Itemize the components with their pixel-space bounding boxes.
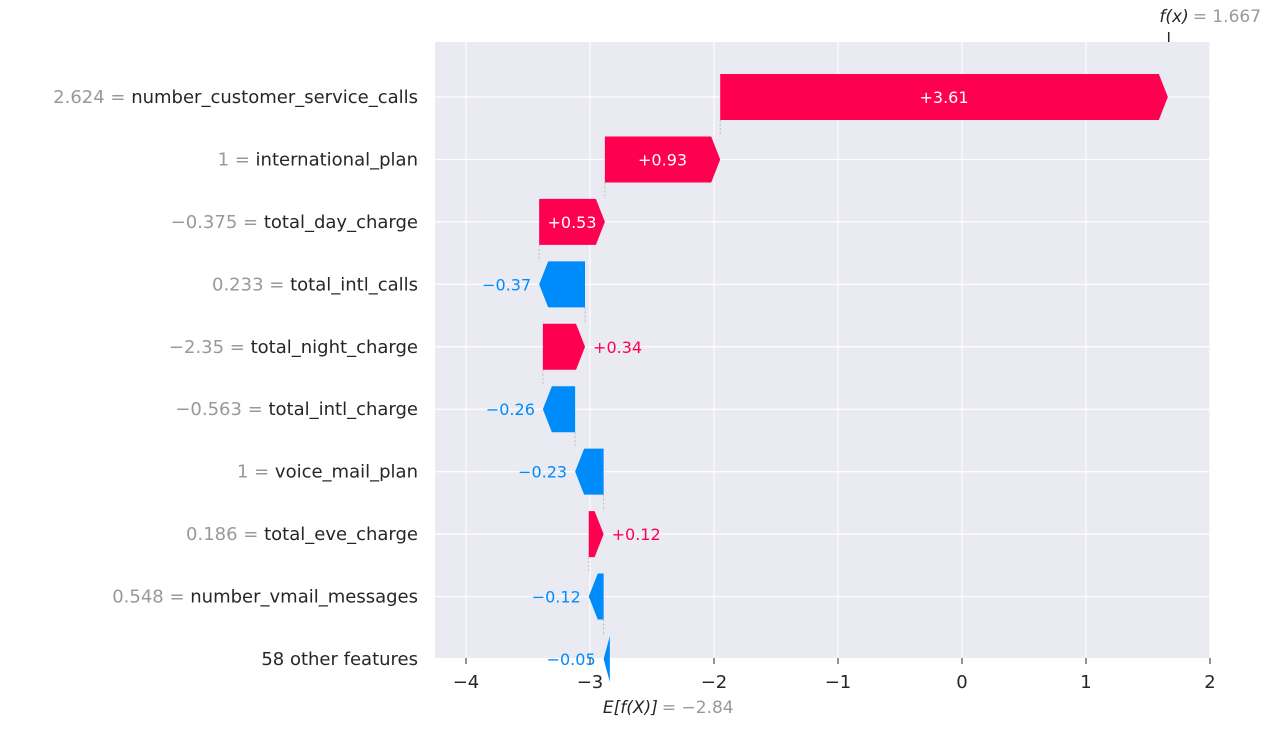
feature-name: number_vmail_messages [190, 587, 418, 608]
contribution-label: −0.05 [547, 650, 596, 669]
feature-value: 2.624 = [53, 87, 131, 108]
x-tick-label: −1 [825, 672, 852, 693]
efx-symbol: E[f(X)] [603, 698, 658, 718]
feature-name: total_eve_charge [264, 524, 418, 545]
feature-value: 0.548 = [112, 587, 190, 608]
waterfall-bar [588, 573, 604, 620]
feature-name: 58 other features [261, 649, 418, 670]
x-tick-label: −4 [453, 672, 480, 693]
x-tick-label: −3 [577, 672, 604, 693]
waterfall-bar [542, 323, 586, 370]
feature-name: total_day_charge [264, 212, 418, 233]
feature-label: 1 = international_plan [218, 149, 418, 170]
bars: +3.61 +0.93 +0.53 −0.37 +0.34 −0.26 −0.23 +0.12… [482, 74, 1168, 682]
feature-value: 1 = [237, 462, 275, 483]
contribution-label: +3.61 [920, 88, 969, 107]
contribution-label: +0.53 [548, 213, 597, 232]
feature-name: total_intl_charge [268, 399, 418, 420]
feature-label: −0.375 = total_day_charge [171, 212, 418, 233]
contribution-label: −0.12 [532, 588, 581, 607]
feature-name: number_customer_service_calls [131, 87, 418, 108]
feature-name: total_night_charge [251, 337, 418, 358]
feature-value: −0.375 = [171, 212, 264, 233]
feature-label: 0.233 = total_intl_calls [212, 274, 418, 295]
feature-label: 2.624 = number_customer_service_calls [53, 87, 418, 108]
x-axis-ticks: −4 −3 −2 −1 0 1 2 [453, 658, 1216, 693]
feature-label: −0.563 = total_intl_charge [175, 399, 418, 420]
waterfall-bar [542, 386, 576, 433]
feature-value: −2.35 = [169, 337, 251, 358]
contribution-label: +0.12 [612, 525, 661, 544]
fx-symbol: f(x) [1159, 7, 1188, 27]
fx-value: = 1.667 [1193, 7, 1261, 27]
contribution-label: −0.23 [518, 463, 567, 482]
feature-name: voice_mail_plan [275, 462, 418, 483]
feature-label: 0.548 = number_vmail_messages [112, 587, 418, 608]
feature-name: international_plan [256, 149, 418, 170]
feature-labels: 2.624 = number_customer_service_calls 1 =… [53, 87, 418, 670]
waterfall-bar [604, 136, 721, 183]
x-tick-label: 0 [956, 672, 967, 693]
feature-value: 1 = [218, 149, 256, 170]
feature-label: 1 = voice_mail_plan [237, 462, 418, 483]
contribution-label: +0.34 [593, 338, 642, 357]
contribution-label: −0.37 [482, 275, 531, 294]
waterfall-bar [588, 511, 604, 558]
x-tick-label: 1 [1080, 672, 1091, 693]
x-tick-label: −2 [701, 672, 728, 693]
waterfall-bar [539, 198, 605, 245]
efx-value: = −2.84 [662, 698, 734, 718]
feature-value: −0.563 = [175, 399, 268, 420]
waterfall-bar [603, 636, 610, 682]
feature-label: 0.186 = total_eve_charge [186, 524, 418, 545]
feature-value: 0.186 = [186, 524, 264, 545]
feature-value: 0.233 = [212, 274, 290, 295]
waterfall-bar [720, 74, 1168, 120]
waterfall-bar [539, 261, 586, 308]
waterfall-bar [575, 448, 604, 495]
feature-name: total_intl_calls [290, 274, 418, 295]
contribution-label: −0.26 [486, 400, 535, 419]
feature-label: −2.35 = total_night_charge [169, 337, 418, 358]
x-tick-label: 2 [1204, 672, 1215, 693]
feature-label: 58 other features [261, 649, 418, 670]
contribution-label: +0.93 [638, 150, 687, 169]
